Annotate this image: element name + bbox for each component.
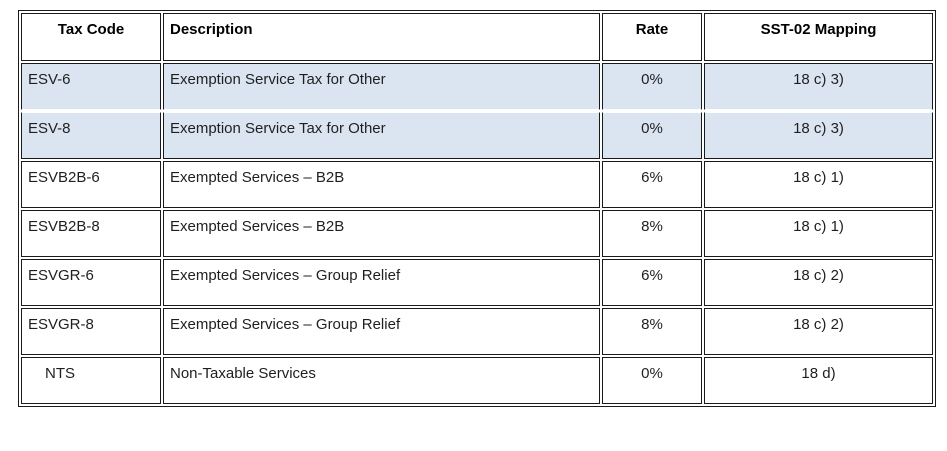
- cell-rate: 0%: [602, 63, 702, 110]
- cell-tax-code: ESVB2B-8: [21, 210, 161, 257]
- cell-description: Exempted Services – B2B: [163, 161, 600, 208]
- cell-sst02-mapping: 18 c) 3): [704, 63, 933, 110]
- table-row: ESVGR-8 Exempted Services – Group Relief…: [21, 308, 933, 355]
- cell-tax-code: ESVB2B-6: [21, 161, 161, 208]
- table-row: ESVGR-6 Exempted Services – Group Relief…: [21, 259, 933, 306]
- cell-rate: 8%: [602, 308, 702, 355]
- table-row: NTS Non-Taxable Services 0% 18 d): [21, 357, 933, 404]
- cell-description: Exemption Service Tax for Other: [163, 112, 600, 159]
- cell-tax-code: ESV-6: [21, 63, 161, 110]
- column-header-rate: Rate: [602, 13, 702, 61]
- cell-rate: 0%: [602, 357, 702, 404]
- cell-sst02-mapping: 18 c) 1): [704, 210, 933, 257]
- cell-sst02-mapping: 18 c) 2): [704, 259, 933, 306]
- tax-code-mapping-table: Tax Code Description Rate SST-02 Mapping…: [18, 10, 936, 407]
- column-header-sst02-mapping: SST-02 Mapping: [704, 13, 933, 61]
- table-row: ESVB2B-8 Exempted Services – B2B 8% 18 c…: [21, 210, 933, 257]
- cell-description: Exemption Service Tax for Other: [163, 63, 600, 110]
- cell-rate: 0%: [602, 112, 702, 159]
- cell-sst02-mapping: 18 d): [704, 357, 933, 404]
- table-row: ESVB2B-6 Exempted Services – B2B 6% 18 c…: [21, 161, 933, 208]
- cell-tax-code: ESVGR-6: [21, 259, 161, 306]
- cell-description: Exempted Services – Group Relief: [163, 308, 600, 355]
- cell-rate: 6%: [602, 161, 702, 208]
- column-header-tax-code: Tax Code: [21, 13, 161, 61]
- cell-sst02-mapping: 18 c) 3): [704, 112, 933, 159]
- column-header-description: Description: [163, 13, 600, 61]
- cell-tax-code: NTS: [21, 357, 161, 404]
- cell-tax-code: ESVGR-8: [21, 308, 161, 355]
- cell-tax-code: ESV-8: [21, 112, 161, 159]
- table-row: ESV-6 Exemption Service Tax for Other 0%…: [21, 63, 933, 110]
- cell-description: Exempted Services – Group Relief: [163, 259, 600, 306]
- cell-description: Exempted Services – B2B: [163, 210, 600, 257]
- table-header-row: Tax Code Description Rate SST-02 Mapping: [21, 13, 933, 61]
- table-row: ESV-8 Exemption Service Tax for Other 0%…: [21, 112, 933, 159]
- cell-sst02-mapping: 18 c) 2): [704, 308, 933, 355]
- cell-rate: 8%: [602, 210, 702, 257]
- cell-rate: 6%: [602, 259, 702, 306]
- cell-description: Non-Taxable Services: [163, 357, 600, 404]
- cell-sst02-mapping: 18 c) 1): [704, 161, 933, 208]
